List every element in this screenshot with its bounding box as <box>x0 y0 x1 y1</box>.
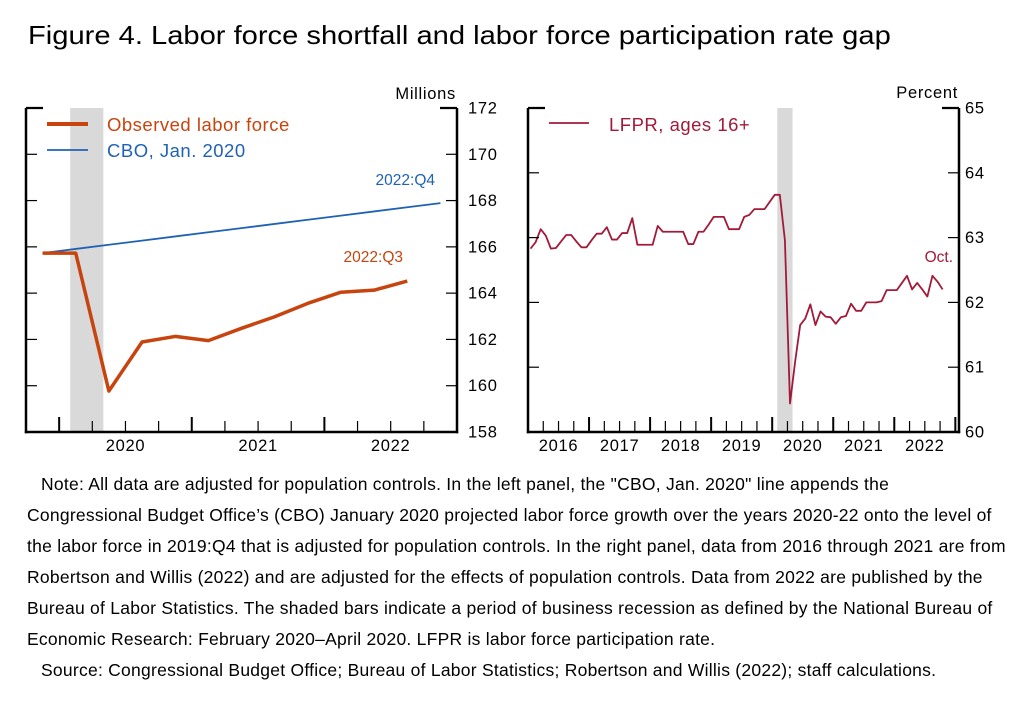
x-tick-label: 2019 <box>722 437 762 455</box>
legend-label-lfpr: LFPR, ages 16+ <box>609 114 750 135</box>
end-label-lfpr: Oct. <box>925 249 953 266</box>
y-tick-label: 61 <box>965 359 985 377</box>
legend-label-cbo: CBO, Jan. 2020 <box>107 140 246 161</box>
series-line-observed-labor-force <box>42 251 408 393</box>
legend-left: Observed labor force CBO, Jan. 2020 <box>47 114 290 161</box>
y-tick-label: 64 <box>965 164 985 182</box>
legend-right: LFPR, ages 16+ <box>549 114 750 135</box>
shading-layer <box>70 108 793 432</box>
note-line: Bureau of Labor Statistics. The shaded b… <box>27 598 993 618</box>
x-tick-label: 2017 <box>600 437 640 455</box>
series-layer <box>42 193 944 405</box>
y-tick-label: 62 <box>965 294 985 312</box>
x-tick-label: 2021 <box>238 437 278 455</box>
right-panel-annotations: Percent LFPR, ages 16+ Oct. <box>549 84 958 266</box>
note-line: Economic Research: February 2020–April 2… <box>27 629 716 649</box>
y-tick-label: 166 <box>468 238 498 256</box>
y-unit-label-millions: Millions <box>395 85 456 103</box>
x-tick-label: 2021 <box>844 437 884 455</box>
series-line-cbo-jan-2020 <box>42 202 441 255</box>
x-tick-label: 2022 <box>371 437 411 455</box>
y-tick-label: 164 <box>468 285 498 303</box>
y-tick-label: 63 <box>965 229 985 247</box>
x-tick-label: 2020 <box>106 437 146 455</box>
x-tick-label: 2016 <box>539 437 579 455</box>
end-label-observed-labor-force: 2022:Q3 <box>344 249 403 266</box>
x-tick-label: 2020 <box>783 437 823 455</box>
note-line: Congressional Budget Office’s (CBO) Janu… <box>27 505 992 525</box>
figure-title: Figure 4. Labor force shortfall and labo… <box>28 20 891 50</box>
y-tick-label: 170 <box>468 146 498 164</box>
axes-layer: 158 160 162 164 166 168 170 172 2020 2021 2022 60 61… <box>24 100 985 455</box>
y-tick-label: 158 <box>468 424 498 442</box>
note-line: the labor force in 2019:Q4 that is adjus… <box>27 536 1006 556</box>
series-line-lfpr-ages-16 <box>529 193 944 405</box>
y-tick-label: 160 <box>468 377 498 395</box>
note-line: Note: All data are adjusted for populati… <box>41 474 890 494</box>
y-unit-label-percent: Percent <box>896 84 958 102</box>
y-tick-label: 60 <box>965 424 985 442</box>
y-tick-label: 168 <box>468 192 498 210</box>
y-tick-label: 65 <box>965 100 985 118</box>
left-panel-annotations: Millions Observed labor force CBO, Jan. … <box>47 85 456 266</box>
x-tick-label: 2022 <box>905 437 945 455</box>
source-line: Source: Congressional Budget Office; Bur… <box>41 660 937 680</box>
legend-label-observed-labor-force: Observed labor force <box>107 114 290 135</box>
y-tick-label: 162 <box>468 331 498 349</box>
end-label-cbo: 2022:Q4 <box>376 172 436 189</box>
figure-notes: Note: All data are adjusted for populati… <box>27 469 1006 686</box>
note-line: Robertson and Willis (2022) and are adju… <box>27 567 983 587</box>
recession-shading <box>70 108 104 432</box>
y-tick-label: 172 <box>468 100 498 118</box>
x-tick-label: 2018 <box>661 437 701 455</box>
